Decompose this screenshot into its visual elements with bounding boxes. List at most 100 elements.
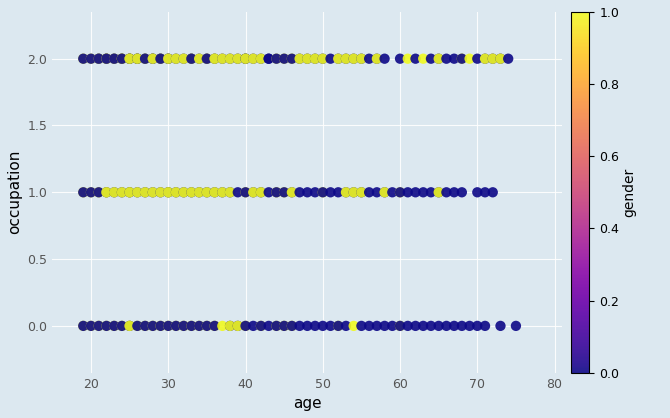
Point [209,189,220,196]
Point [147,55,158,62]
Point [333,323,344,329]
Point [186,55,197,62]
Point [310,323,320,329]
Point [256,323,267,329]
Point [124,323,135,329]
Point [109,323,119,329]
Point [202,323,212,329]
Point [433,55,444,62]
Point [132,55,143,62]
Point [487,55,498,62]
Point [232,323,243,329]
Point [356,55,366,62]
Point [117,55,127,62]
Point [101,323,112,329]
Point [124,55,135,62]
Point [209,189,220,196]
Point [248,189,259,196]
Point [356,189,366,196]
Point [147,189,158,196]
Point [209,55,220,62]
Point [410,189,421,196]
Point [472,55,482,62]
Point [271,189,282,196]
Point [232,189,243,196]
Point [294,55,305,62]
Point [425,189,436,196]
Point [480,189,490,196]
Point [178,323,189,329]
Point [101,189,112,196]
Point [364,323,375,329]
Point [487,55,498,62]
Point [456,323,467,329]
Point [333,55,344,62]
Point [279,55,289,62]
Point [163,189,174,196]
Point [217,189,228,196]
Point [348,189,359,196]
Point [271,189,282,196]
Point [240,55,251,62]
Point [86,55,96,62]
Point [93,55,104,62]
Point [124,55,135,62]
Point [387,323,398,329]
Point [147,55,158,62]
Point [441,189,452,196]
Point [456,55,467,62]
Point [147,189,158,196]
Point [117,55,127,62]
Point [109,55,119,62]
Point [403,55,413,62]
Point [194,55,204,62]
Point [325,55,336,62]
Point [124,55,135,62]
Point [140,55,151,62]
Point [248,323,259,329]
Point [93,323,104,329]
Point [256,189,267,196]
Point [209,55,220,62]
Point [171,323,182,329]
Point [93,323,104,329]
Point [240,55,251,62]
Point [124,55,135,62]
Point [171,55,182,62]
Point [348,323,359,329]
Point [318,55,328,62]
Point [302,55,313,62]
Point [310,55,320,62]
Point [279,323,289,329]
Point [140,189,151,196]
Point [318,55,328,62]
Point [287,55,297,62]
Point [318,323,328,329]
Point [109,55,119,62]
Point [256,55,267,62]
Point [263,55,274,62]
Point [147,323,158,329]
Point [395,189,405,196]
Point [348,55,359,62]
Point [78,55,88,62]
Point [224,189,235,196]
Point [147,55,158,62]
Point [418,189,429,196]
Point [287,189,297,196]
Point [248,189,259,196]
Point [132,189,143,196]
Point [271,55,282,62]
Point [186,189,197,196]
Point [480,55,490,62]
Point [340,189,351,196]
Point [348,189,359,196]
Point [240,55,251,62]
Point [155,55,166,62]
Point [495,323,506,329]
Point [109,55,119,62]
Point [178,189,189,196]
Point [117,323,127,329]
Point [178,55,189,62]
Point [194,189,204,196]
